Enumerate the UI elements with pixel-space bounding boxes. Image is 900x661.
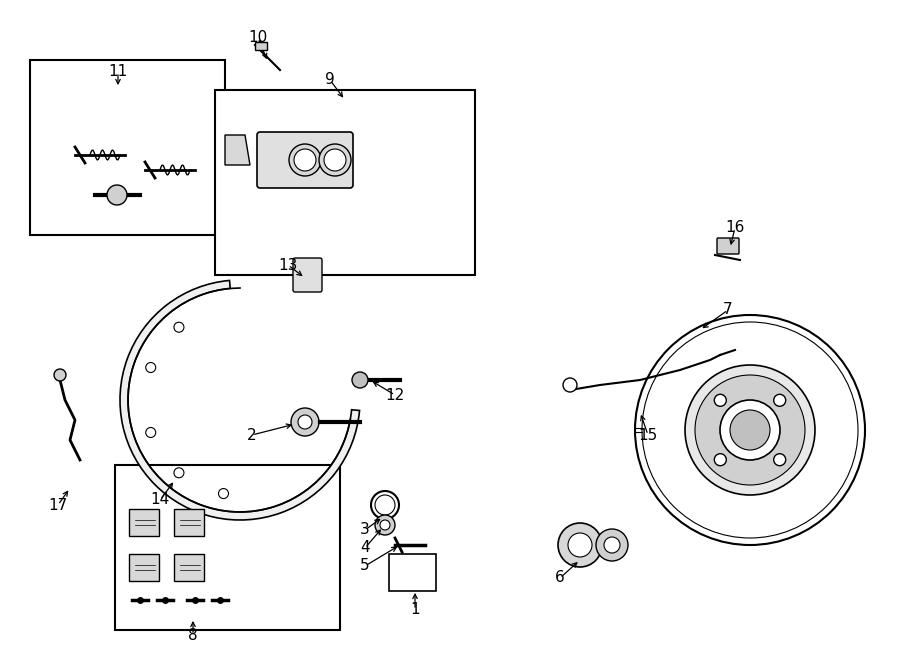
Circle shape [774,395,786,407]
FancyBboxPatch shape [129,509,159,536]
Circle shape [291,408,319,436]
Bar [255,42,267,50]
Text: 3: 3 [360,522,370,537]
Circle shape [695,375,805,485]
Circle shape [298,415,312,429]
Circle shape [319,144,351,176]
Circle shape [324,149,346,171]
Text: 14: 14 [150,492,169,508]
Circle shape [174,322,184,332]
FancyBboxPatch shape [293,258,322,292]
Circle shape [107,185,127,205]
Text: 5: 5 [360,559,370,574]
FancyBboxPatch shape [174,554,204,581]
Circle shape [294,149,316,171]
Bar [30,60,225,235]
FancyBboxPatch shape [257,132,353,188]
Text: 8: 8 [188,627,198,642]
Circle shape [174,468,184,478]
Circle shape [146,428,156,438]
Circle shape [563,378,577,392]
Circle shape [604,537,620,553]
Circle shape [352,372,368,388]
Circle shape [685,365,815,495]
Text: 2: 2 [248,428,256,442]
Text: 7: 7 [724,303,733,317]
Text: 1: 1 [410,602,419,617]
Text: 12: 12 [385,387,405,403]
Text: 9: 9 [325,73,335,87]
Circle shape [596,529,628,561]
Circle shape [715,453,726,466]
Bar [215,90,475,275]
Text: 13: 13 [278,258,298,272]
FancyBboxPatch shape [174,509,204,536]
FancyBboxPatch shape [717,238,739,254]
Circle shape [774,453,786,466]
Text: 15: 15 [638,428,658,442]
Text: 4: 4 [360,541,370,555]
Text: 6: 6 [555,570,565,586]
Circle shape [720,400,780,460]
Circle shape [146,362,156,373]
FancyBboxPatch shape [389,554,436,591]
Text: 11: 11 [108,65,128,79]
Circle shape [219,488,229,498]
Circle shape [558,523,602,567]
Circle shape [568,533,592,557]
Circle shape [730,410,770,450]
Text: 16: 16 [725,221,744,235]
Circle shape [54,369,66,381]
Circle shape [375,515,395,535]
Circle shape [715,395,726,407]
Polygon shape [225,135,250,165]
Text: 10: 10 [248,30,267,46]
Text: 17: 17 [49,498,68,512]
Wedge shape [120,280,359,520]
Bar [115,465,340,630]
Circle shape [289,144,321,176]
Circle shape [380,520,390,530]
FancyBboxPatch shape [129,554,159,581]
Circle shape [635,315,865,545]
Circle shape [375,495,395,515]
